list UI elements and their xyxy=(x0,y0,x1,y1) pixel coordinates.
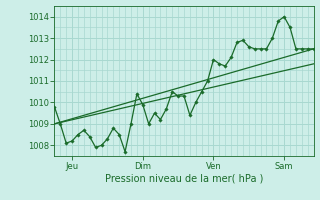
X-axis label: Pression niveau de la mer( hPa ): Pression niveau de la mer( hPa ) xyxy=(105,173,263,183)
